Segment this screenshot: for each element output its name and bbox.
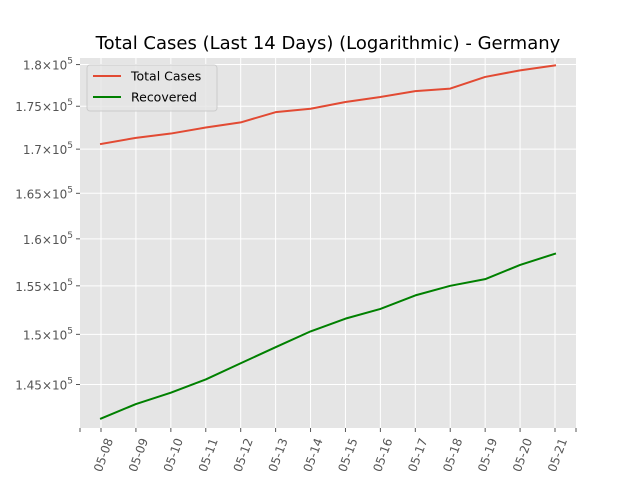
x-tick-label: 05-13 bbox=[266, 436, 291, 474]
legend-label: Recovered bbox=[131, 90, 197, 105]
grid bbox=[80, 58, 576, 428]
y-tick-label: 1.65×105 bbox=[15, 185, 73, 201]
x-tick-label: 05-16 bbox=[370, 436, 395, 474]
x-tick-label: 05-14 bbox=[301, 436, 326, 474]
series-line-recovered bbox=[99, 252, 557, 420]
x-tick-label: 05-21 bbox=[545, 436, 570, 474]
x-tick-label: 05-20 bbox=[510, 436, 535, 474]
x-tick-label: 05-19 bbox=[475, 436, 500, 474]
x-tick-label: 05-09 bbox=[126, 436, 151, 474]
y-tick-label: 1.45×105 bbox=[15, 377, 73, 393]
x-tick-label: 05-17 bbox=[405, 436, 430, 474]
y-tick-label: 1.7×105 bbox=[23, 141, 73, 157]
legend-label: Total Cases bbox=[130, 69, 201, 84]
axes: 05-08 05-09 05-10 05-11 05-12 05-13 05-14 05-15… bbox=[15, 57, 577, 474]
x-tick-label: 05-08 bbox=[91, 436, 116, 474]
y-tick-label: 1.75×105 bbox=[15, 98, 73, 114]
chart-title: Total Cases (Last 14 Days) (Logarithmic)… bbox=[95, 33, 561, 54]
x-tick-label: 05-10 bbox=[161, 436, 186, 474]
plot-area bbox=[80, 58, 576, 428]
series-line-total-cases bbox=[99, 64, 557, 146]
y-tick-label: 1.6×105 bbox=[23, 231, 73, 247]
x-tick-label: 05-11 bbox=[196, 436, 221, 474]
x-tick-label: 05-15 bbox=[335, 436, 360, 474]
x-tick-label: 05-12 bbox=[231, 436, 256, 474]
y-tick-label: 1.55×105 bbox=[15, 278, 73, 294]
y-tick-label: 1.5×105 bbox=[23, 326, 73, 342]
x-tick-label: 05-18 bbox=[440, 436, 465, 474]
y-tick-label: 1.8×105 bbox=[23, 57, 73, 73]
series-layer bbox=[99, 64, 557, 420]
legend: Total Cases Recovered bbox=[86, 64, 218, 112]
